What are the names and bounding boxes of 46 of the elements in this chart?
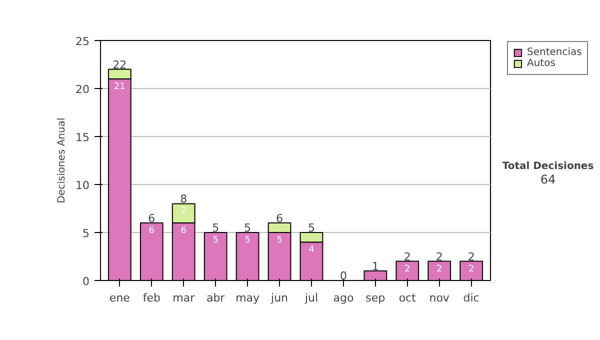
x-tick-label: feb	[142, 292, 160, 304]
data-label: 2	[468, 264, 474, 274]
text: Total Decisiones	[502, 160, 594, 172]
x-tick-label: abr	[206, 292, 226, 304]
total-label: 22	[112, 58, 127, 72]
x-tick-label: mar	[172, 292, 196, 304]
y-tick-label: 20	[76, 83, 90, 96]
data-label: 21	[114, 82, 126, 92]
data-label: 2	[404, 264, 410, 274]
data-label: 2	[436, 264, 442, 274]
x-tick-label: dic	[463, 292, 480, 304]
data-label: 6	[180, 226, 187, 236]
y-tick-label: 15	[76, 131, 90, 144]
total-label: 6	[148, 212, 156, 225]
total-label: 2	[468, 250, 475, 264]
x-tick-label: may	[236, 292, 260, 304]
x-tick-label: nov	[429, 292, 450, 304]
x-tick-label: ago	[333, 292, 354, 304]
total-label: 6	[276, 212, 284, 225]
x-tick-label: ene	[109, 292, 130, 304]
data-label: 2	[180, 206, 186, 217]
y-tick-label: 0	[82, 275, 90, 288]
total-label: 0	[340, 270, 347, 282]
data-label: 5	[276, 236, 282, 246]
total-label: 5	[308, 222, 315, 234]
data-label: 5	[212, 236, 218, 246]
total-label: 8	[180, 192, 188, 206]
y-tick-label: 25	[76, 35, 90, 48]
legend-label: Autos	[527, 58, 556, 69]
total-label: 2	[436, 250, 443, 264]
data-label: 6	[148, 226, 155, 236]
y-tick-label: 10	[76, 179, 90, 192]
data-label: 5	[244, 236, 250, 246]
total-label: 5	[212, 222, 220, 234]
y-axis-title: Decisiones Anual	[56, 118, 68, 204]
x-tick-label: oct	[398, 292, 417, 304]
x-tick-label: jul	[304, 292, 318, 304]
total-label: 1	[372, 260, 379, 273]
total-label: 5	[244, 222, 252, 234]
data-label: 4	[308, 245, 315, 256]
x-tick-label: sep	[366, 292, 386, 304]
legend-label: Sentencias	[527, 47, 582, 58]
text: 64	[540, 172, 556, 187]
y-tick-label: 5	[82, 227, 90, 240]
x-tick-label: jun	[270, 292, 288, 304]
total-label: 2	[404, 250, 411, 264]
